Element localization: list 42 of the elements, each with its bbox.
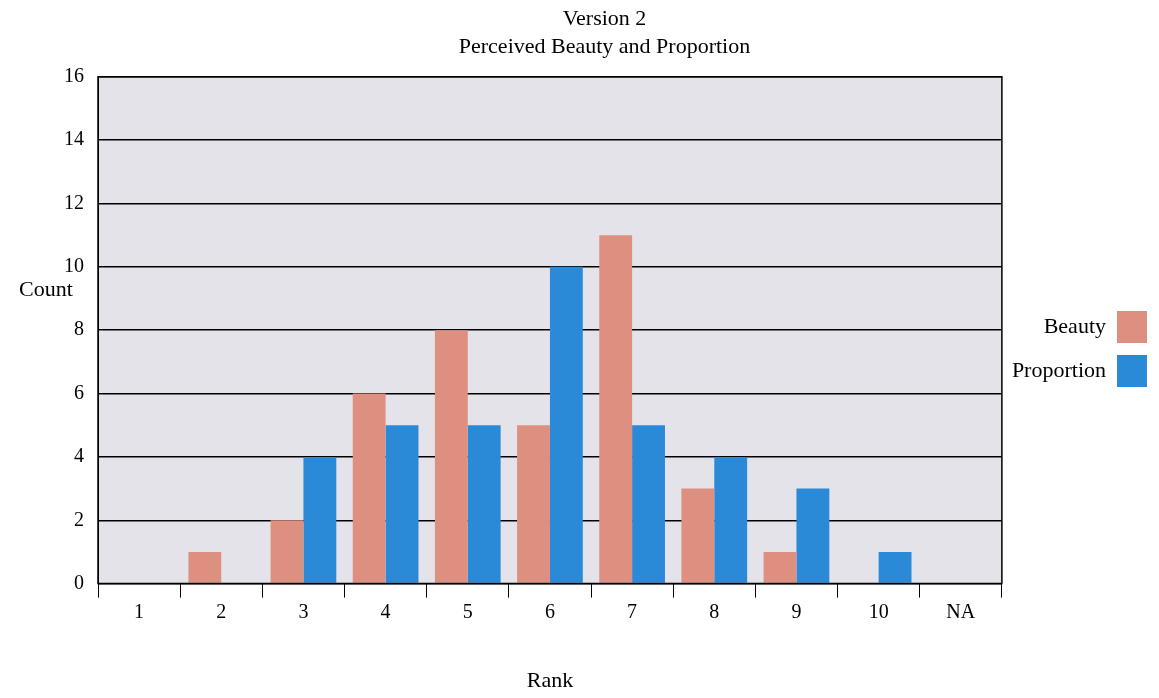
legend-label: Beauty xyxy=(1043,312,1106,338)
x-axis-title: Rank xyxy=(526,666,574,692)
x-tick-label: 5 xyxy=(462,599,473,622)
y-axis-title: Count xyxy=(19,275,73,301)
y-tick-label: 16 xyxy=(64,64,84,87)
bar xyxy=(549,266,583,583)
bar xyxy=(632,425,665,583)
bar xyxy=(188,551,222,583)
y-tick-label: 4 xyxy=(74,444,84,467)
bar xyxy=(434,330,468,583)
bar xyxy=(681,488,715,583)
bar xyxy=(303,456,337,583)
bar xyxy=(796,488,830,583)
x-tick-label: 7 xyxy=(627,599,638,622)
y-tick-label: 6 xyxy=(74,380,84,403)
y-tick-label: 12 xyxy=(64,190,84,213)
x-tick-label: NA xyxy=(946,599,976,622)
y-tick-label: 14 xyxy=(64,127,84,150)
bar xyxy=(714,456,748,583)
chart-subtitle: Perceived Beauty and Proportion xyxy=(458,33,751,59)
y-tick-label: 0 xyxy=(74,570,84,593)
x-tick-label: 8 xyxy=(709,599,720,622)
x-tick-label: 10 xyxy=(868,599,889,622)
legend-label: Proportion xyxy=(1011,356,1106,382)
y-tick-label: 10 xyxy=(64,254,84,277)
y-tick-label: 8 xyxy=(74,317,84,340)
bar xyxy=(517,425,550,583)
x-tick-label: 6 xyxy=(544,599,555,622)
bar xyxy=(599,235,633,583)
bar xyxy=(763,551,797,583)
bar xyxy=(385,425,419,583)
y-tick-label: 2 xyxy=(74,507,84,530)
bar xyxy=(270,520,304,583)
x-tick-label: 2 xyxy=(216,599,227,622)
x-tick-label: 9 xyxy=(791,599,802,622)
x-tick-label: 4 xyxy=(380,599,391,622)
bar xyxy=(467,425,501,583)
chart-title: Version 2 xyxy=(562,4,647,30)
bar xyxy=(878,551,912,583)
x-tick-label: 1 xyxy=(134,599,145,622)
x-tick-label: 3 xyxy=(298,599,309,622)
bar xyxy=(352,393,386,583)
